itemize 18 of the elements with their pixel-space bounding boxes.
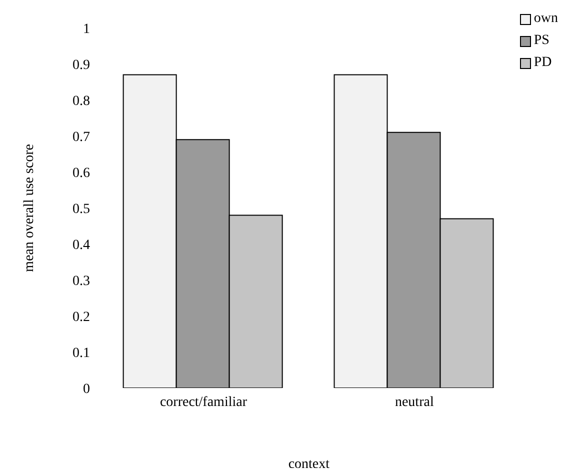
y-tick-label: 0.6 (72, 166, 90, 181)
y-tick-label: 0.9 (72, 58, 90, 73)
y-axis-title: mean overall use score (22, 144, 37, 272)
y-tick-label: 0.7 (72, 130, 90, 145)
y-tick-label: 0.2 (72, 310, 90, 325)
y-tick-label: 0.4 (72, 238, 90, 253)
x-axis-title: context (288, 456, 330, 470)
y-tick-label: 0.3 (72, 274, 90, 289)
legend-label: PD (534, 54, 552, 72)
y-tick-label: 1 (83, 22, 90, 37)
y-tick-label: 0.1 (72, 346, 90, 361)
legend-label: PS (534, 32, 550, 50)
x-tick-label: neutral (394, 394, 434, 410)
y-tick-label: 0.8 (72, 94, 90, 109)
y-tick-label: 0.5 (72, 202, 90, 217)
legend-label: own (534, 10, 558, 28)
x-tick-label: correct/familiar (160, 394, 248, 410)
y-tick-label: 0 (83, 382, 90, 397)
